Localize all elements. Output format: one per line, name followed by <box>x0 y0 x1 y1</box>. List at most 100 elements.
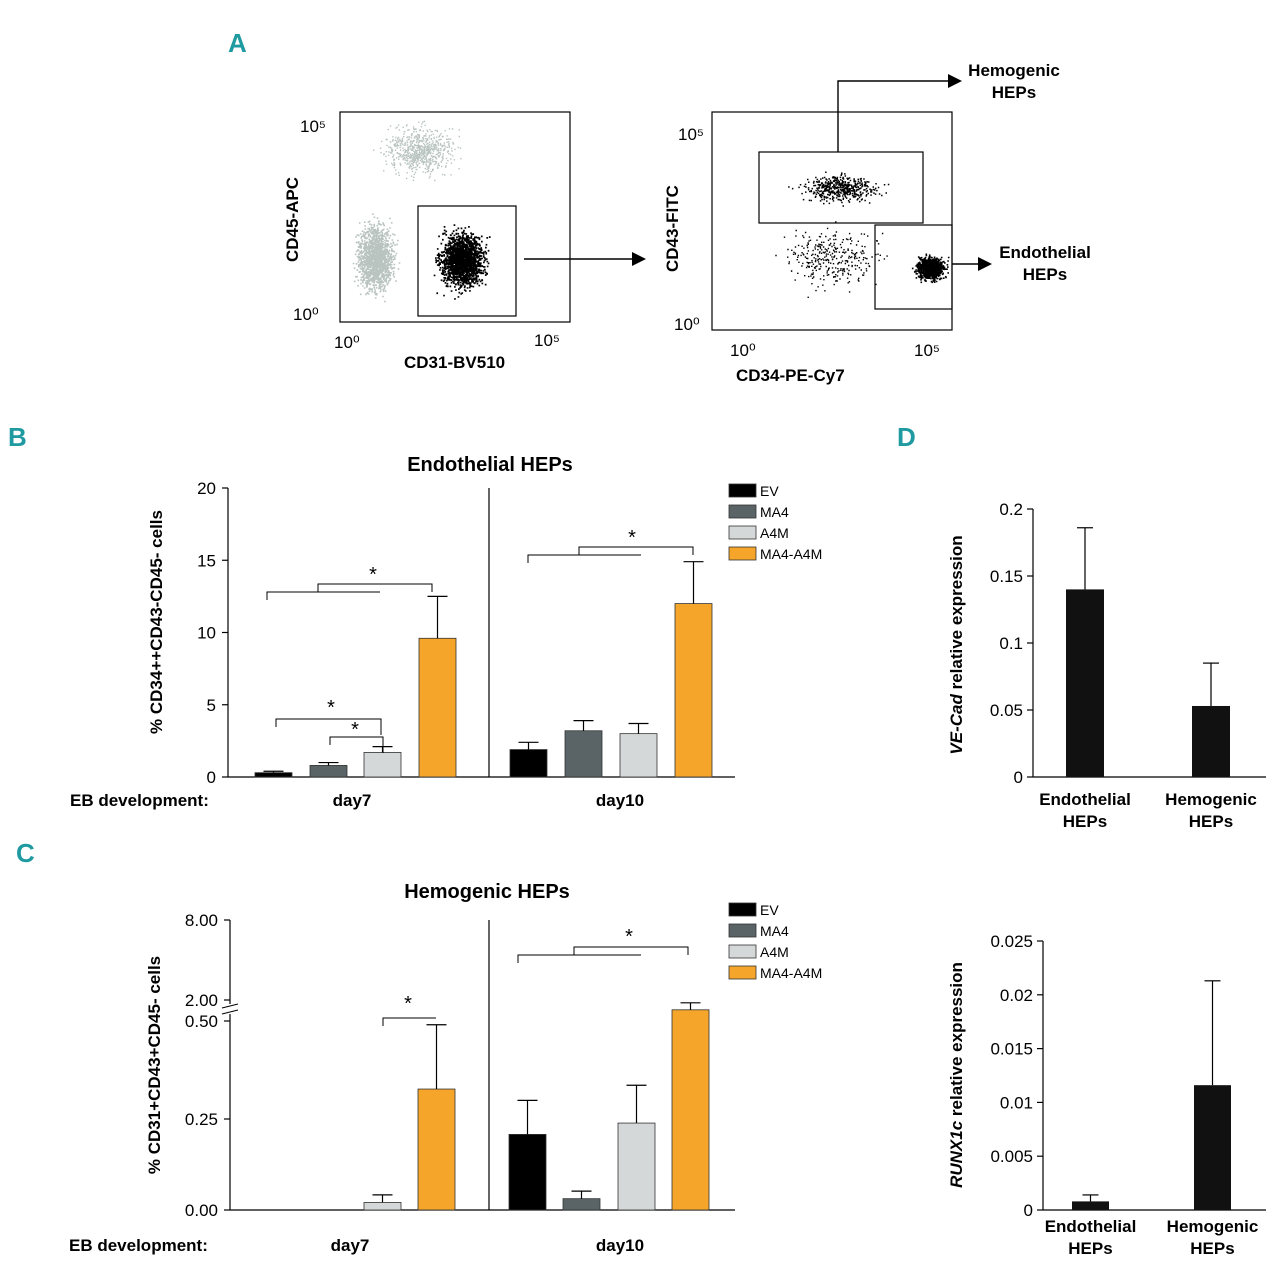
panel-label-c: C <box>16 838 35 868</box>
bar-day7-MA4-A4M <box>417 1088 456 1211</box>
group-label-day10: day10 <box>596 791 644 810</box>
axis-break-mark-2 <box>221 1009 239 1015</box>
y-tick-label: 5 <box>207 696 216 715</box>
bar-day7-A4M <box>363 752 402 778</box>
hemogenic-arrow-line <box>837 80 948 152</box>
bar-day7-EV <box>254 772 293 778</box>
y-tick-label: 0.25 <box>185 1110 218 1129</box>
y-tick-label: 0.1 <box>999 634 1023 653</box>
flow-plots: 10⁵ 10⁰ 10⁰ 10⁵ CD31-BV510 CD45-APC 10⁵ … <box>283 61 1091 385</box>
legend-swatch-MA4-A4M <box>728 546 757 561</box>
group-label-day7: day7 <box>331 1236 370 1255</box>
endothelial-label-2: HEPs <box>1023 265 1067 284</box>
legend-swatch-EV <box>728 483 757 498</box>
chart-title: Hemogenic HEPs <box>404 881 570 903</box>
category-label-line2: HEPs <box>1190 1239 1234 1258</box>
significance-star-0: * <box>625 926 633 948</box>
y-axis-title-rest: relative expression <box>947 962 966 1121</box>
flow-left-dots <box>352 120 491 303</box>
category-label-line2: HEPs <box>1189 812 1233 831</box>
bar-hemogenic-heps <box>1192 705 1230 777</box>
bar-day10-A4M <box>619 733 658 778</box>
y-tick-label: 0.2 <box>999 500 1023 519</box>
y-tick-label: 0 <box>1014 768 1023 787</box>
y-axis-title-rest: relative expression <box>947 535 966 694</box>
legend-label-MA4-A4M: MA4-A4M <box>760 965 822 981</box>
bar-day7-A4M <box>363 1202 402 1211</box>
significance-bracket-0 <box>266 583 433 600</box>
flow-left-x-low: 10⁰ <box>334 333 360 352</box>
flow-right-x-low: 10⁰ <box>730 341 756 360</box>
flow-right-x-high: 10⁵ <box>914 341 940 360</box>
y-tick-label: 0.05 <box>990 701 1023 720</box>
y-tick-label: 0.15 <box>990 567 1023 586</box>
y-tick-label: 0.005 <box>990 1147 1033 1166</box>
significance-star-2: * <box>327 697 335 719</box>
panel-label-b: B <box>8 422 27 452</box>
bar-day10-MA4-A4M <box>674 603 713 778</box>
bar-hemogenic-heps <box>1194 1085 1231 1210</box>
endothelial-arrow-head <box>978 257 992 271</box>
legend-swatch-A4M <box>728 525 757 540</box>
significance-bracket-1 <box>527 546 694 563</box>
y-tick-label: 0.01 <box>1000 1093 1033 1112</box>
y-tick-label: 8.00 <box>185 911 218 930</box>
legend-label-EV: EV <box>760 483 779 499</box>
flow-left-frame <box>339 111 571 323</box>
hemogenic-gate <box>758 151 924 224</box>
significance-star-0: * <box>369 564 377 586</box>
group-label-day10: day10 <box>596 1236 644 1255</box>
flow-left-y-high: 10⁵ <box>300 117 326 136</box>
y-axis-title-gene: RUNX1c <box>947 1120 966 1188</box>
y-tick-label: 0 <box>207 768 216 787</box>
bar-day7-MA4 <box>309 765 348 778</box>
category-label-line1: Hemogenic <box>1167 1217 1259 1236</box>
y-tick-label: 0.50 <box>185 1012 218 1031</box>
bar-day7-MA4-A4M <box>418 637 457 778</box>
flow-right-y-high: 10⁵ <box>678 125 704 144</box>
gate-arrow-head <box>632 252 646 266</box>
legend-swatch-MA4-A4M <box>728 965 757 980</box>
bar-day10-MA4 <box>562 1198 601 1211</box>
category-label-line1: Endothelial <box>1045 1217 1137 1236</box>
legend-swatch-A4M <box>728 944 757 959</box>
legend-label-EV: EV <box>760 902 779 918</box>
significance-bracket-2 <box>275 718 382 735</box>
bar-day10-EV <box>508 1134 547 1211</box>
y-tick-label: 0.025 <box>990 932 1033 951</box>
x-axis-title: EB development: <box>69 1236 208 1255</box>
y-tick-label: 2.00 <box>185 991 218 1010</box>
hemogenic-label-2: HEPs <box>992 83 1036 102</box>
significance-star-3: * <box>351 719 359 741</box>
flow-left-xlabel: CD31-BV510 <box>404 353 505 372</box>
y-axis-title-gene: VE-Cad <box>947 694 966 755</box>
hemogenic-arrow-head <box>948 74 962 88</box>
flow-left-gray-cloud <box>352 120 462 303</box>
bar-day10-MA4 <box>564 730 603 778</box>
axis-break-gap <box>222 1004 238 1014</box>
x-axis-title: EB development: <box>70 791 209 810</box>
chart-title: Endothelial HEPs <box>407 454 573 476</box>
legend-label-A4M: A4M <box>760 944 789 960</box>
category-label-line1: Hemogenic <box>1165 790 1257 809</box>
y-tick-label: 0.00 <box>185 1201 218 1220</box>
legend-label-MA4: MA4 <box>760 923 789 939</box>
endothelial-label-1: Endothelial <box>999 243 1091 262</box>
significance-bracket-3 <box>329 736 384 753</box>
chart-hemogenic-heps: Hemogenic HEPs 0.00 0.25 0.50 2.00 8.00 % CD31… <box>69 881 822 1255</box>
legend-swatch-MA4 <box>728 504 757 519</box>
chart-endothelial-heps: Endothelial HEPs 0 5 10 15 20 % CD34++CD43-CD4… <box>70 454 822 810</box>
y-axis-title: RUNX1c relative expression <box>947 962 966 1188</box>
legend-label-MA4: MA4 <box>760 504 789 520</box>
y-tick-label: 0.015 <box>990 1040 1033 1059</box>
category-label-line1: Endothelial <box>1039 790 1131 809</box>
hemogenic-label-1: Hemogenic <box>968 61 1060 80</box>
legend-label-MA4-A4M: MA4-A4M <box>760 546 822 562</box>
significance-star-1: * <box>628 527 636 549</box>
category-label-line2: HEPs <box>1068 1239 1112 1258</box>
group-label-day7: day7 <box>333 791 372 810</box>
category-label-line2: HEPs <box>1063 812 1107 831</box>
bar-day10-MA4-A4M <box>671 1009 710 1211</box>
bar-endothelial-heps <box>1072 1201 1109 1210</box>
